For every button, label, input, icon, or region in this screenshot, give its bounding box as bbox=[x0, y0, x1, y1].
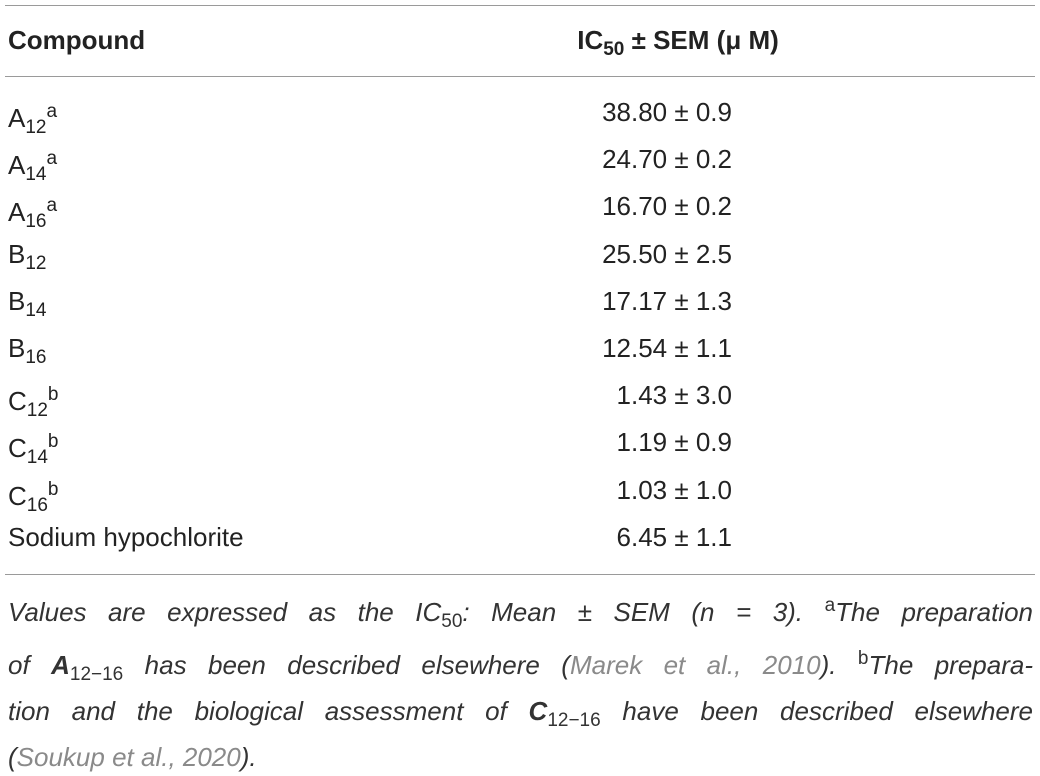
compound-name: B bbox=[8, 238, 26, 269]
ic50-value-cell: 17.17 ± 1.3 bbox=[602, 285, 732, 316]
footnote-marker: b bbox=[47, 478, 59, 500]
footnote-marker: a bbox=[46, 101, 58, 122]
ic50-value-cell: 24.70 ± 0.2 bbox=[602, 144, 732, 175]
table-row: A14a 24.70 ± 0.2 bbox=[0, 142, 1040, 189]
table-row: C14b 1.19 ± 0.9 bbox=[0, 425, 1040, 472]
compound-name: Sodium hypochlorite bbox=[8, 521, 244, 552]
footnote-compound-a: A bbox=[51, 650, 70, 680]
compound-name: C bbox=[8, 386, 27, 417]
footnote-marker-a: a bbox=[824, 595, 836, 616]
footnote-compound-c: C bbox=[528, 696, 548, 726]
compound-subscript: 14 bbox=[25, 164, 47, 186]
footnote-text: ). bbox=[240, 742, 257, 772]
ic50-subscript: 50 bbox=[603, 39, 625, 60]
footnote-text: The prepara- bbox=[868, 650, 1033, 680]
compound-name: B bbox=[8, 285, 26, 316]
compound-name: A bbox=[8, 197, 26, 228]
footnote-text: The preparation bbox=[835, 597, 1033, 627]
compound-cell: B16 bbox=[8, 331, 46, 375]
table-row: Sodium hypochlorite 6.45 ± 1.1 bbox=[0, 520, 1040, 567]
table-top-rule bbox=[5, 5, 1035, 6]
compound-cell: A12a bbox=[8, 95, 57, 145]
ic50-value-cell: 1.43 ± 3.0 bbox=[616, 380, 732, 411]
compound-subscript: 12 bbox=[26, 400, 48, 422]
footnote-subscript: 12−16 bbox=[69, 664, 124, 685]
compound-subscript: 16 bbox=[25, 347, 47, 368]
footnote-line-3: tion and the biological assessment of C1… bbox=[8, 693, 1033, 739]
footnote-text: Values are expressed as the IC bbox=[8, 597, 442, 627]
ic50-suffix: ± SEM (μ M) bbox=[624, 25, 779, 55]
footnote-text: : Mean ± SEM (n = 3). bbox=[462, 597, 825, 627]
compound-cell: B12 bbox=[8, 237, 46, 281]
table-header-rule bbox=[5, 76, 1035, 77]
compound-name: A bbox=[8, 103, 26, 133]
ic50-prefix: IC bbox=[577, 25, 604, 55]
footnote-marker-b: b bbox=[857, 648, 869, 669]
footnote-marker: b bbox=[47, 431, 59, 453]
compound-cell: C14b bbox=[8, 425, 59, 475]
table-footnote: Values are expressed as the IC50: Mean ±… bbox=[8, 587, 1033, 776]
footnote-text: ). bbox=[820, 650, 858, 680]
footnote-text: ( bbox=[8, 742, 17, 772]
footnote-marker: a bbox=[46, 148, 58, 170]
compound-subscript: 16 bbox=[25, 211, 47, 233]
compound-subscript: 14 bbox=[25, 299, 47, 321]
compound-subscript: 12 bbox=[25, 252, 47, 274]
column-header-ic50: IC50 ± SEM (μ M) bbox=[520, 22, 836, 68]
compound-name: C bbox=[8, 433, 27, 464]
compound-cell: C12b bbox=[8, 378, 59, 428]
compound-cell: A14a bbox=[8, 142, 57, 192]
table-row: A16a 16.70 ± 0.2 bbox=[0, 189, 1040, 236]
ic50-value-cell: 1.03 ± 1.0 bbox=[616, 474, 732, 505]
footnote-line-1: Values are expressed as the IC50: Mean ±… bbox=[8, 587, 1033, 640]
footnote-subscript: 50 bbox=[441, 611, 463, 632]
ic50-value-cell: 16.70 ± 0.2 bbox=[602, 191, 732, 222]
compound-cell: B14 bbox=[8, 284, 46, 328]
footnote-subscript: 12−16 bbox=[547, 710, 601, 731]
table-row: B12 25.50 ± 2.5 bbox=[0, 237, 1040, 284]
table-row: C12b 1.43 ± 3.0 bbox=[0, 378, 1040, 425]
footnote-marker: a bbox=[46, 195, 58, 217]
compound-cell: A16a bbox=[8, 189, 57, 239]
compound-subscript: 16 bbox=[26, 494, 48, 516]
ic50-value-cell: 38.80 ± 0.9 bbox=[602, 97, 732, 127]
footnote-marker: b bbox=[47, 384, 59, 406]
ic50-value-cell: 6.45 ± 1.1 bbox=[616, 521, 732, 552]
table-row: B16 12.54 ± 1.1 bbox=[0, 331, 1040, 378]
footnote-text: of bbox=[8, 650, 52, 680]
footnote-line-2: of A12−16 has been described elsewhere (… bbox=[8, 640, 1033, 693]
ic50-value-cell: 1.19 ± 0.9 bbox=[616, 427, 732, 458]
footnote-text: have been described elsewhere bbox=[600, 696, 1033, 726]
footnote-line-4: (Soukup et al., 2020). bbox=[8, 739, 1033, 776]
reference-link-soukup[interactable]: Soukup et al., 2020 bbox=[16, 742, 241, 772]
compound-cell: Sodium hypochlorite bbox=[8, 520, 244, 554]
table-bottom-rule bbox=[5, 574, 1035, 575]
table-row: A12a 38.80 ± 0.9 bbox=[0, 95, 1040, 142]
ic50-value-cell: 12.54 ± 1.1 bbox=[602, 333, 732, 363]
compound-cell: C16b bbox=[8, 473, 59, 523]
compound-name: B bbox=[8, 333, 26, 363]
compound-subscript: 14 bbox=[26, 447, 48, 469]
table-row: C16b 1.03 ± 1.0 bbox=[0, 473, 1040, 520]
compound-name: A bbox=[8, 150, 26, 181]
footnote-text: has been described elsewhere ( bbox=[123, 650, 570, 680]
reference-link-marek[interactable]: Marek et al., 2010 bbox=[569, 650, 821, 680]
compound-subscript: 12 bbox=[25, 117, 47, 138]
ic50-value-cell: 25.50 ± 2.5 bbox=[602, 238, 732, 269]
footnote-text: tion and the biological assessment of bbox=[8, 696, 529, 726]
compound-name: C bbox=[8, 480, 27, 511]
column-header-compound: Compound bbox=[8, 25, 146, 55]
table-row: B14 17.17 ± 1.3 bbox=[0, 284, 1040, 331]
